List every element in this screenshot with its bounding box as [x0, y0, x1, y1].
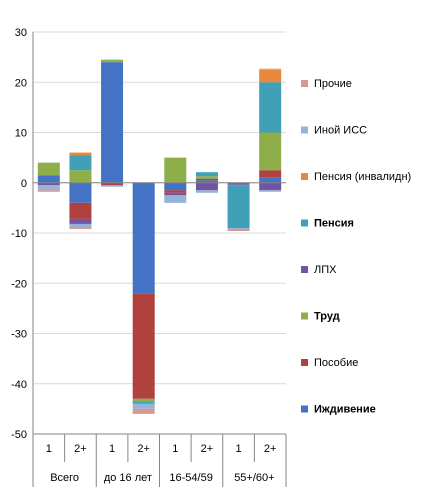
legend-entry-label: Пенсия — [314, 218, 354, 230]
bar-segment — [195, 182, 218, 191]
x-tick-label: 1 — [172, 443, 178, 455]
y-tick-label: -10 — [11, 228, 27, 240]
bar-segment — [164, 157, 187, 183]
legend-swatch — [301, 405, 308, 413]
legend-swatch — [301, 266, 308, 273]
x-group-label: 16-54/59 — [169, 472, 212, 484]
y-tick-label: 30 — [15, 27, 27, 39]
y-tick-label: 20 — [15, 77, 27, 89]
bar-segment — [259, 68, 282, 70]
legend-swatch — [301, 80, 308, 87]
bar-segment — [195, 178, 218, 181]
bar-segment — [69, 223, 92, 228]
bar-segment — [37, 175, 60, 183]
x-group-label: Всего — [50, 472, 79, 484]
bar-segment — [259, 132, 282, 171]
bar-segment — [69, 227, 92, 229]
bar-segment — [227, 182, 250, 185]
x-tick-label: 2+ — [201, 443, 214, 455]
bar-segment — [259, 82, 282, 133]
legend-swatch — [301, 219, 308, 227]
legend-entry-label: Иждивение — [314, 404, 376, 416]
bar-segment — [195, 190, 218, 193]
legend-entry-label: Иной ИСС — [314, 125, 367, 137]
bar-segment — [195, 172, 218, 177]
x-tick-label: 2+ — [264, 443, 277, 455]
bar-segment — [37, 162, 60, 176]
bar-segment — [69, 202, 92, 219]
x-tick-label: 2+ — [74, 443, 87, 455]
bar-segment — [132, 408, 155, 414]
bar-segment — [132, 293, 155, 399]
legend-swatch — [301, 173, 308, 180]
legend-entry-label: Пенсия (инвалидн) — [314, 171, 411, 183]
bar-segment — [132, 182, 155, 294]
bar-segment — [164, 190, 187, 193]
x-group-label: 55+/60+ — [234, 472, 274, 484]
bar-segment — [259, 190, 282, 192]
bar-segment — [37, 190, 60, 192]
bar-segment — [69, 155, 92, 171]
x-group-label: до 16 лет — [104, 472, 152, 484]
bar-segment — [101, 182, 124, 186]
bar-segment — [132, 398, 155, 402]
y-tick-label: -50 — [11, 429, 27, 441]
bar-segment — [37, 182, 60, 186]
legend-swatch — [301, 126, 308, 134]
bar-segment — [195, 180, 218, 183]
x-tick-label: 2+ — [137, 443, 150, 455]
y-tick-label: 10 — [15, 128, 27, 140]
bar-segment — [164, 182, 187, 191]
bar-segment — [69, 170, 92, 183]
legend-swatch — [301, 312, 308, 320]
bar-segment — [164, 195, 187, 203]
bar-segment — [227, 185, 250, 228]
bar-segment — [227, 184, 250, 186]
bar-segment — [101, 59, 124, 63]
x-tick-label: 1 — [236, 443, 242, 455]
x-tick-label: 1 — [46, 443, 52, 455]
y-tick-label: -40 — [11, 379, 27, 391]
legend-swatch — [301, 359, 308, 366]
legend-entry-label: ЛПХ — [314, 264, 337, 276]
bar-segment — [101, 185, 124, 187]
x-tick-label: 1 — [109, 443, 115, 455]
legend-entry-label: Прочие — [314, 78, 352, 90]
bar-segment — [259, 170, 282, 178]
bar-segment — [227, 227, 250, 230]
bar-segment — [37, 185, 60, 191]
bar-segment — [259, 177, 282, 183]
bar-segment — [69, 152, 92, 156]
bar-segment — [259, 182, 282, 191]
bar-segment — [259, 69, 282, 83]
bar-segment — [69, 218, 92, 224]
y-tick-label: 0 — [21, 178, 27, 190]
y-tick-label: -20 — [11, 278, 27, 290]
legend-entry-label: Труд — [314, 311, 340, 323]
bar-segment — [69, 182, 92, 203]
legend: Прочие Иной ИСС Пенсия (инвалидн) Пенсия ЛПХ… — [301, 78, 411, 416]
gridlines — [33, 31, 286, 435]
axes: -50 -40 -30 -20 -10 0 10 20 30 1 2+ 1 2+ 1 2+ 1 2+ Всего д… — [11, 27, 287, 487]
legend-entry-label: Пособие — [314, 357, 358, 369]
bars — [37, 59, 282, 414]
bar-segment — [101, 62, 124, 183]
y-tick-label: -30 — [11, 329, 27, 341]
bar-segment — [132, 401, 155, 404]
bar-segment — [195, 176, 218, 179]
bar-segment — [227, 229, 250, 231]
bar-segment — [164, 192, 187, 196]
bar-segment — [132, 403, 155, 409]
